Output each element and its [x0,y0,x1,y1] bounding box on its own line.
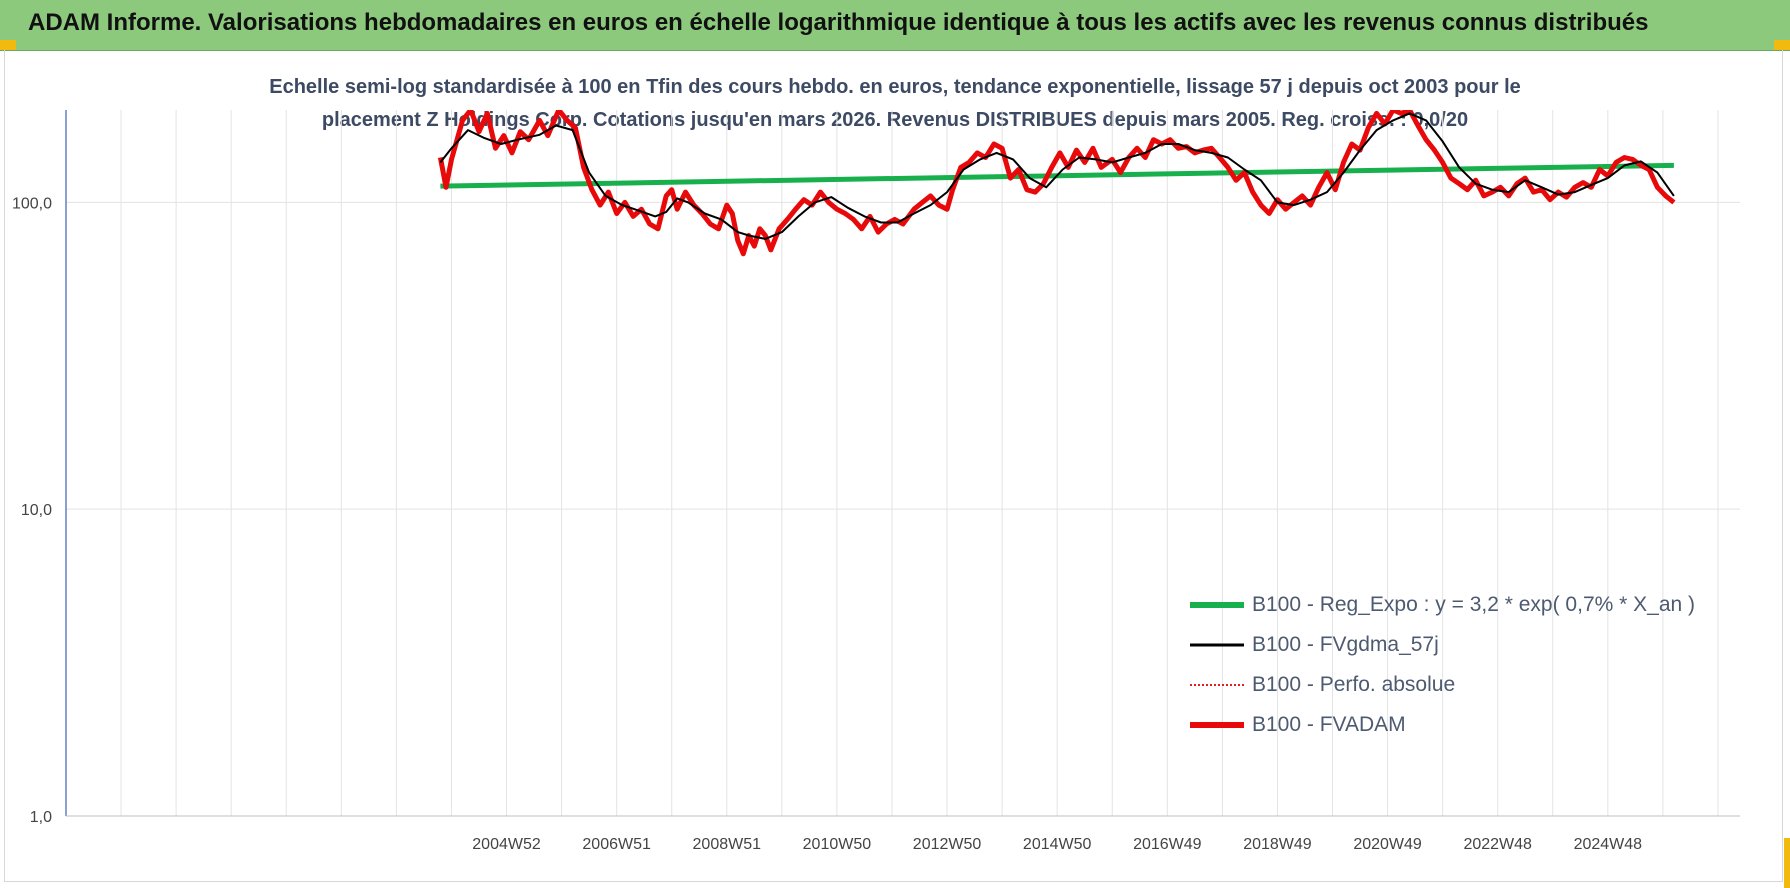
legend-swatch-reg-expo [1190,602,1244,608]
legend-item-reg-expo: B100 - Reg_Expo : y = 3,2 * exp( 0,7% * … [1190,585,1710,625]
legend-label-fvgdma: B100 - FVgdma_57j [1252,633,1439,656]
x-tick-label: 2008W51 [693,836,762,853]
x-tick-label: 2022W48 [1463,836,1532,853]
x-tick-label: 2012W50 [913,836,982,853]
x-tick-label: 2024W48 [1574,836,1643,853]
series-line-fvadam [437,110,1676,257]
y-tick-label: 10,0 [21,502,52,519]
y-tick-label: 1,0 [30,809,52,826]
x-tick-label: 2020W49 [1353,836,1422,853]
x-tick-label: 2014W50 [1023,836,1092,853]
x-tick-label: 2016W49 [1133,836,1202,853]
x-tick-label: 2006W51 [582,836,651,853]
legend-label-perfo: B100 - Perfo. absolue [1252,673,1456,696]
x-tick-label: 2018W49 [1243,836,1312,853]
corner-accent-top-left [0,40,16,50]
legend-swatch-fvadam [1190,722,1244,728]
header-bar: ADAM Informe. Valorisations hebdomadaire… [0,0,1790,51]
legend-item-perfo: B100 - Perfo. absolue [1190,665,1710,705]
chart-title-line-1: Echelle semi-log standardisée à 100 en T… [269,76,1521,98]
y-tick-label: 100,0 [12,195,52,212]
legend-item-fvgdma: B100 - FVgdma_57j [1190,625,1710,665]
legend-label-fvadam: B100 - FVADAM [1252,713,1406,736]
legend-label-reg-expo: B100 - Reg_Expo : y = 3,2 * exp( 0,7% * … [1252,593,1696,616]
chart-frame [4,50,1783,882]
x-tick-label: 2004W52 [472,836,541,853]
corner-accent-bottom-right [1784,838,1790,888]
legend-item-fvadam: B100 - FVADAM [1190,705,1710,745]
x-tick-label: 2010W50 [803,836,872,853]
series-line-fvgdma [439,112,1675,240]
chart-title-line-2: placement Z Holdings Corp. Cotations jus… [321,109,1469,131]
legend: B100 - Reg_Expo : y = 3,2 * exp( 0,7% * … [1190,585,1710,745]
corner-accent-top-right [1774,40,1790,50]
legend-swatch-fvgdma [1190,643,1244,647]
legend-swatch-perfo [1190,684,1244,686]
page-title: ADAM Informe. Valorisations hebdomadaire… [28,9,1649,36]
